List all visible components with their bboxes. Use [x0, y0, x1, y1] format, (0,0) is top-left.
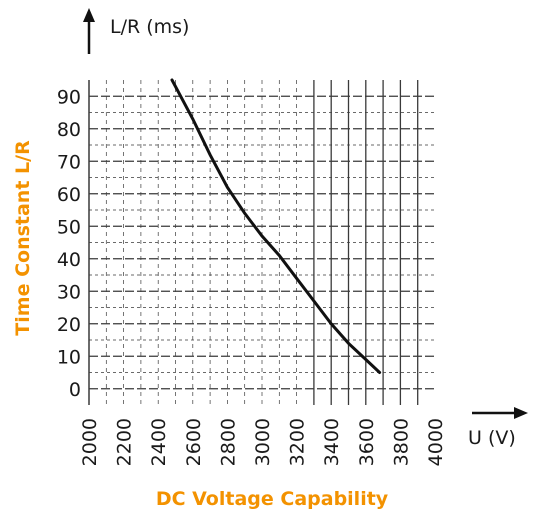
y-tick-label: 50: [57, 216, 81, 238]
y-tick-label: 10: [57, 346, 81, 368]
x-tick-label: 2000: [79, 418, 101, 466]
y-tick-label: 30: [57, 281, 81, 303]
x-axis-title: DC Voltage Capability: [156, 488, 389, 510]
x-tick-label: 2200: [114, 418, 136, 466]
x-tick-label: 2400: [148, 418, 170, 466]
x-tick-label: 3800: [390, 418, 412, 466]
x-axis-arrowhead-icon: [514, 407, 528, 419]
y-tick-label: 60: [57, 184, 81, 206]
x-tick-labels: 2000 2200 2400 2600 2800 3000 3200 3400 3600 3800…: [79, 418, 447, 466]
y-tick-labels: 0 10 20 30 40 50 60 70 80 90: [57, 86, 81, 401]
x-tick-label: 3000: [252, 418, 274, 466]
x-tick-label: 3600: [356, 418, 378, 466]
y-tick-label: 20: [57, 314, 81, 336]
x-tick-label: 2800: [217, 418, 239, 466]
y-tick-label: 70: [57, 151, 81, 173]
x-tick-label: 4000: [425, 418, 447, 466]
y-axis-title: Time Constant L/R: [12, 140, 34, 336]
x-unit-label: U (V): [468, 427, 516, 449]
y-tick-label: 90: [57, 86, 81, 108]
x-tick-label: 3200: [287, 418, 309, 466]
data-line: [170, 78, 382, 374]
y-tick-label: 40: [57, 249, 81, 271]
x-tick-label: 3400: [321, 418, 343, 466]
y-unit-label: L/R (ms): [110, 16, 189, 38]
y-axis-arrowhead-icon: [83, 8, 95, 22]
y-tick-label: 80: [57, 119, 81, 141]
x-tick-label: 2600: [183, 418, 205, 466]
grid: [88, 80, 435, 405]
y-tick-label: 0: [69, 379, 81, 401]
